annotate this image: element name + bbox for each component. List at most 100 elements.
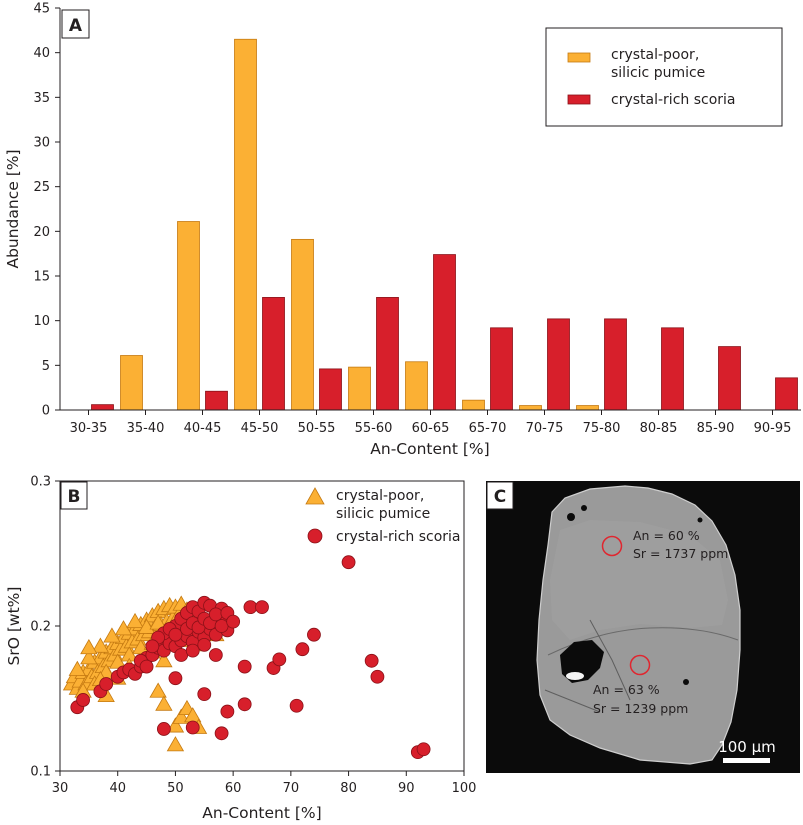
bar-scoria — [262, 297, 285, 411]
point-scoria — [416, 742, 431, 757]
point-pumice — [149, 614, 167, 630]
y-tick-label: 0.1 — [30, 765, 51, 780]
panel-c: An = 60 % Sr = 1737 ppm An = 63 % Sr = 1… — [486, 481, 800, 773]
point-scoria — [185, 643, 200, 658]
panel-b-y-ticks: 0.1 0.2 0.3 — [30, 475, 60, 780]
y-tick-label: 30 — [33, 136, 50, 151]
point-scoria — [214, 726, 229, 741]
scale-bar — [723, 758, 770, 763]
panel-a: 0 5 10 15 20 25 30 35 40 45 30-35 35-40 40-45 45-50 5… — [4, 2, 801, 458]
panel-b-letter-box — [60, 481, 88, 510]
legend-marker-pumice — [305, 487, 325, 505]
point-scoria — [156, 722, 171, 736]
x-tick-label: 60-65 — [412, 421, 450, 436]
panel-b-points — [62, 555, 431, 760]
point-pumice — [91, 637, 110, 653]
panel-a-legend: crystal-poor, silicic pumice crystal-ric… — [545, 27, 783, 127]
point-scoria — [168, 671, 183, 686]
panel-a-bars — [91, 38, 798, 411]
panel-a-y-ticks: 0 5 10 15 20 25 30 35 40 45 — [33, 2, 60, 419]
point-scoria — [174, 648, 189, 662]
bar-scoria — [718, 346, 741, 411]
bar-scoria — [376, 297, 399, 411]
legend-label-pumice-line1: crystal-poor, — [611, 47, 699, 63]
point-pumice — [80, 649, 98, 665]
bar-scoria — [490, 327, 513, 411]
crystal-pore — [581, 505, 587, 511]
analysis-spot-top — [601, 535, 623, 557]
y-tick-label: 10 — [33, 314, 50, 329]
annotation-top-sr: Sr = 1737 ppm — [633, 546, 728, 561]
bar-scoria — [604, 318, 627, 411]
point-pumice — [172, 708, 190, 724]
point-scoria — [220, 704, 235, 719]
crystal-pore — [567, 513, 575, 521]
x-tick-label: 45-50 — [241, 421, 279, 436]
legend-label-scoria: crystal-rich scoria — [611, 92, 736, 108]
panel-c-letter-box — [486, 481, 514, 510]
annotation-bottom-an: An = 63 % — [593, 682, 660, 697]
x-tick-label: 30 — [52, 781, 69, 796]
bar-pumice — [120, 355, 143, 411]
point-scoria — [307, 627, 321, 642]
legend-marker-scoria — [307, 528, 323, 544]
panel-a-x-ticks: 30-35 35-40 40-45 45-50 50-55 55-60 60-65 65-70… — [70, 410, 791, 436]
point-pumice — [132, 638, 150, 655]
x-tick-label: 40 — [109, 781, 126, 796]
crystal-core-zone — [550, 520, 728, 640]
point-scoria — [208, 607, 223, 622]
point-scoria — [208, 648, 223, 662]
legend-b-label-pumice-line1: crystal-poor, — [336, 488, 424, 504]
bar-scoria — [775, 377, 798, 411]
annotation-bottom-sr: Sr = 1239 ppm — [593, 701, 688, 716]
crystal-fracture-lower — [544, 689, 601, 713]
bar-scoria — [547, 318, 570, 411]
y-tick-label: 20 — [33, 225, 50, 240]
panel-a-y-label: Abundance [%] — [4, 149, 22, 268]
x-tick-label: 90 — [398, 781, 415, 796]
point-scoria — [289, 698, 304, 713]
crystal-pore — [697, 517, 703, 523]
x-tick-label: 30-35 — [70, 421, 108, 436]
bar-pumice — [348, 366, 371, 411]
panel-b: 30 40 50 60 70 80 90 100 0.1 0.2 0.3 An-Content [… — [5, 475, 476, 823]
legend-label-pumice-line2: silicic pumice — [611, 65, 705, 81]
x-tick-label: 35-40 — [127, 421, 165, 436]
point-pumice — [80, 638, 98, 655]
point-scoria — [226, 614, 241, 629]
x-tick-label: 65-70 — [469, 421, 507, 436]
y-tick-label: 45 — [33, 2, 50, 17]
bar-pumice — [519, 405, 542, 411]
panel-b-legend: crystal-poor, silicic pumice crystal-ric… — [305, 487, 461, 545]
x-tick-label: 40-45 — [184, 421, 222, 436]
analysis-spot-bottom — [629, 654, 651, 676]
x-tick-label: 80 — [340, 781, 357, 796]
x-tick-label: 70-75 — [526, 421, 564, 436]
panel-b-x-ticks: 30 40 50 60 70 80 90 100 — [52, 771, 476, 796]
point-scoria — [295, 642, 310, 657]
point-scoria — [168, 627, 183, 642]
point-scoria — [237, 697, 252, 712]
point-pumice — [166, 717, 185, 733]
point-scoria — [341, 555, 356, 570]
crystal-pore — [683, 679, 689, 685]
point-scoria — [197, 637, 212, 652]
bar-pumice — [291, 238, 314, 411]
legend-b-label-scoria: crystal-rich scoria — [336, 529, 461, 545]
point-pumice — [68, 660, 87, 676]
panel-a-letter-box — [61, 9, 90, 39]
bar-pumice — [234, 38, 257, 411]
scale-bar-label: 100 µm — [718, 738, 776, 756]
x-tick-label: 70 — [283, 781, 300, 796]
point-scoria — [99, 677, 114, 691]
legend-box — [545, 27, 783, 127]
y-tick-label: 0.2 — [30, 620, 51, 635]
point-pumice — [155, 651, 173, 668]
point-scoria — [214, 619, 229, 633]
panel-a-x-label: An-Content [%] — [370, 440, 489, 458]
bar-scoria — [661, 327, 684, 411]
inclusion-highlight — [566, 672, 584, 680]
y-tick-label: 0.3 — [30, 475, 51, 490]
point-pumice — [155, 695, 173, 711]
